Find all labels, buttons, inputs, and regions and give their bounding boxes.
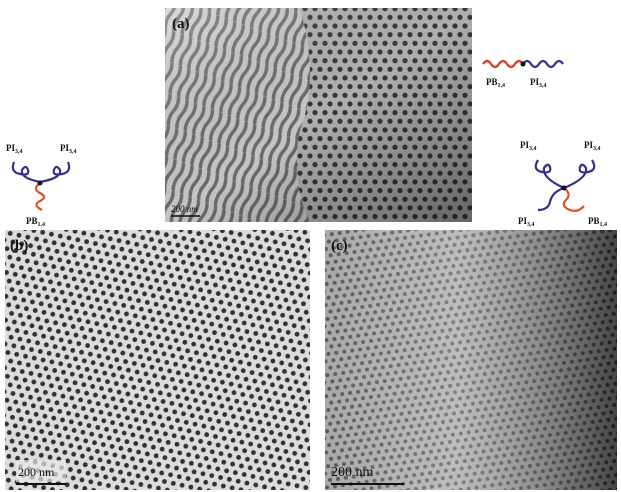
panel-a: (a) 200 nm <box>165 8 472 222</box>
arm-label: PB1,4 <box>26 216 45 228</box>
arm-label: PI3,4 <box>530 77 547 89</box>
pi-arm <box>13 162 40 182</box>
four-arm-schematic: PI3,4 PI3,4 PI3,4 PB1,4 <box>518 140 607 228</box>
pb-arm <box>36 183 44 210</box>
arm-label: PI3,4 <box>584 140 601 152</box>
arm-label: PI3,4 <box>520 140 537 152</box>
panel-label: (a) <box>172 16 190 32</box>
panel-c: (c) 200 nm <box>325 230 617 490</box>
arm-sub: 3,4 <box>529 146 537 152</box>
pi-arm <box>564 160 594 188</box>
arm-sub: 1,4 <box>498 83 506 89</box>
shading <box>5 230 310 490</box>
pb-arm <box>564 188 584 211</box>
arm-label: PB1,4 <box>588 216 607 228</box>
arm-label: PB1,4 <box>486 77 505 89</box>
pi-arm <box>538 188 564 210</box>
scale-bar-label: 200 nm <box>171 204 198 214</box>
arm-name: PB <box>26 216 38 226</box>
linear-schematic: PB1,4 PI3,4 <box>483 61 563 89</box>
arm-sub: 3,4 <box>15 149 23 155</box>
figure: (a) 200 nm (b) 200 nm (c) 200 nm PB1,4 P… <box>0 0 621 492</box>
panel-label: (c) <box>331 238 348 254</box>
arm-sub: 3,4 <box>593 146 601 152</box>
shading <box>165 8 472 222</box>
panel-label: (b) <box>10 238 28 254</box>
arm-sub: 3,4 <box>69 149 77 155</box>
pb-chain <box>483 61 523 67</box>
arm-label: PI3,4 <box>518 216 535 228</box>
arm-sub: 3,4 <box>527 222 535 228</box>
arm-sub: 1,4 <box>600 222 608 228</box>
junction <box>38 181 43 186</box>
pi-arm <box>40 162 69 182</box>
scale-bar-label: 200 nm <box>331 465 374 480</box>
scale-bar-label: 200 nm <box>18 465 55 479</box>
arm-label: PI3,4 <box>6 143 23 155</box>
arm-name: PB <box>588 216 600 226</box>
arm-label: PI3,4 <box>60 143 77 155</box>
pi-arm <box>536 160 564 188</box>
arm-sub: 1,4 <box>38 222 46 228</box>
junction <box>521 62 526 67</box>
panel-b: (b) 200 nm <box>5 230 310 490</box>
arm-name: PB <box>486 77 498 87</box>
pi-chain <box>523 61 563 67</box>
three-arm-schematic: PI3,4 PI3,4 PB1,4 <box>6 143 77 228</box>
shading <box>325 230 617 490</box>
arm-sub: 3,4 <box>539 83 547 89</box>
junction <box>562 186 567 191</box>
